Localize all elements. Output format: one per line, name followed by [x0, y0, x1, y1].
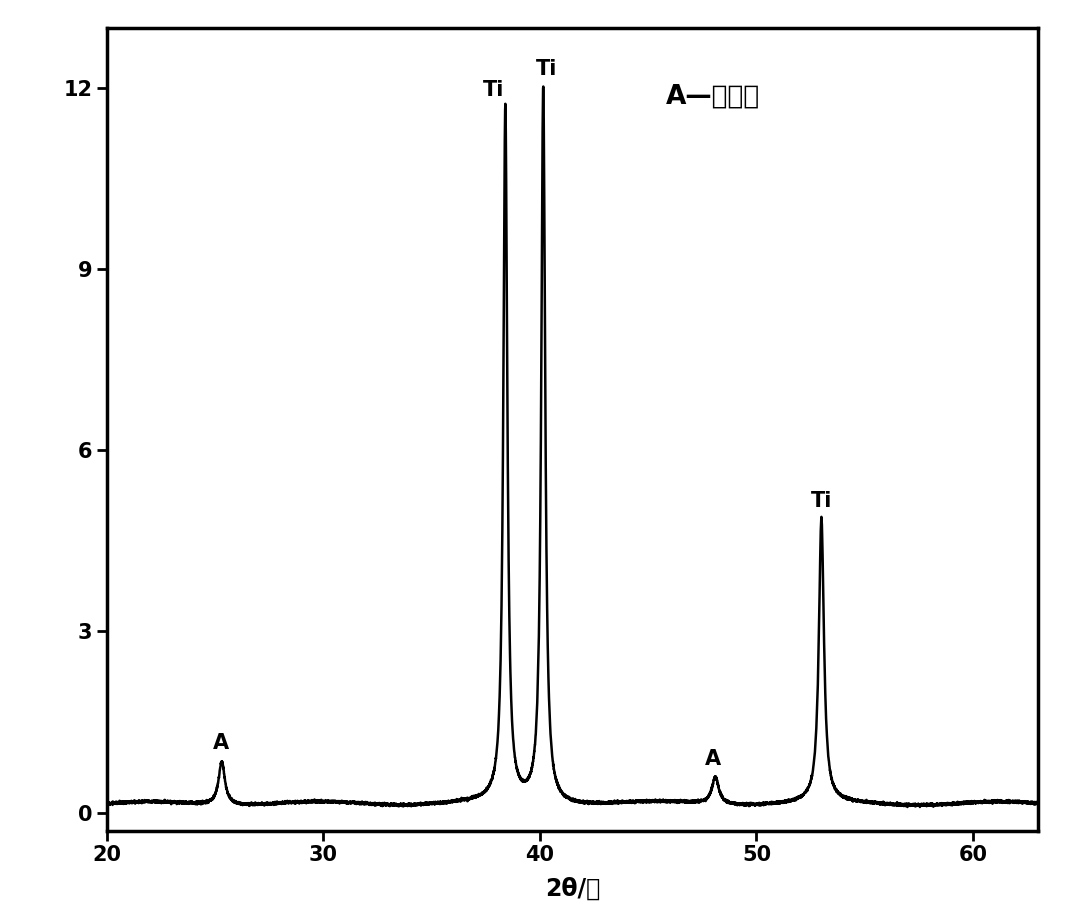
Text: Ti: Ti: [483, 80, 504, 100]
Text: A—锐钓矿: A—锐钓矿: [666, 84, 760, 110]
Text: Ti: Ti: [811, 491, 832, 510]
Text: A: A: [705, 749, 721, 769]
Text: Ti: Ti: [536, 59, 557, 79]
X-axis label: 2θ/度: 2θ/度: [545, 877, 600, 901]
Text: A: A: [213, 733, 229, 753]
